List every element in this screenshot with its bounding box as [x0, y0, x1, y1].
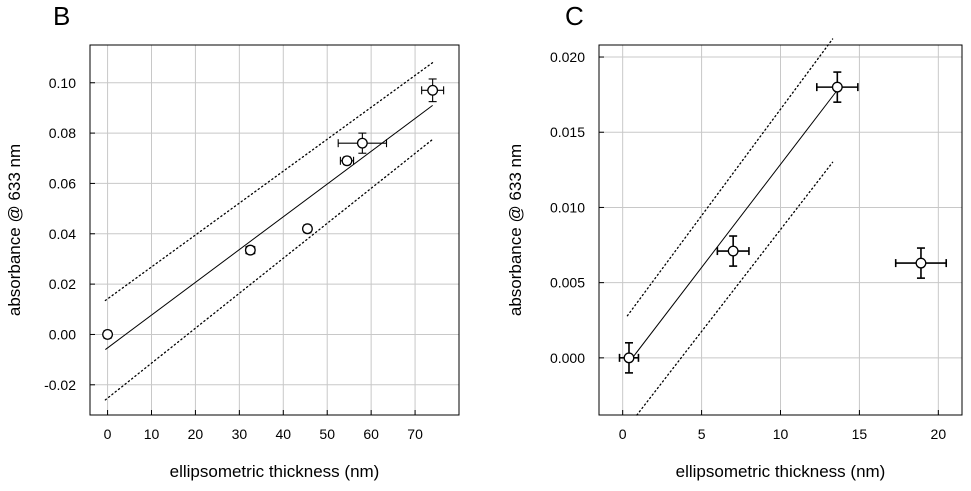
- panel-b-x-tick-label: 50: [319, 426, 335, 442]
- panel-c-ticks: 0 5 10 15 20 0.000 0.005 0.010 0.015 0.020: [550, 49, 946, 442]
- panel-b-data-point: [421, 78, 445, 103]
- panel-b-x-tick-label: 40: [275, 426, 291, 442]
- panel-b-marker: [301, 223, 313, 235]
- panel-c-data-point: [815, 71, 859, 103]
- panel-b-x-tick-label: 10: [144, 426, 160, 442]
- panel-c-series: [618, 38, 948, 416]
- panel-b-marker: [244, 244, 256, 256]
- panel-c-y-tick-label: 0.015: [550, 124, 585, 140]
- panel-b-y-tick-label: 0.08: [49, 125, 76, 141]
- panel-c-y-tick-label: 0.020: [550, 49, 585, 65]
- panel-c-x-tick-label: 0: [619, 426, 627, 442]
- panel-b-label: B: [53, 1, 70, 31]
- panel-b-x-tick-label: 20: [188, 426, 204, 442]
- panel-c-confidence-upper-line: [626, 38, 834, 317]
- panel-c-fit-line: [628, 89, 838, 363]
- panel-b-data-point: [102, 329, 114, 340]
- panel-b-confidence-lower-line: [104, 138, 434, 401]
- panel-c-y-tick-label: 0.010: [550, 199, 585, 215]
- panel-c-confidence-lower-line: [636, 161, 834, 416]
- panel-b-y-axis-label: absorbance @ 633 nm: [5, 144, 24, 316]
- panel-b-y-tick-label: 0.00: [49, 326, 76, 342]
- panel-c-data-point: [894, 247, 948, 279]
- panel-b-series: [102, 61, 445, 401]
- panel-b-data-point: [301, 223, 313, 235]
- panel-b-x-tick-label: 70: [407, 426, 423, 442]
- panel-b-y-tick-label: 0.04: [49, 226, 76, 242]
- panel-c-marker: [915, 257, 927, 269]
- panel-b-marker: [427, 84, 439, 96]
- panel-c-y-axis-label: absorbance @ 633 nm: [506, 144, 525, 316]
- panel-c-data-point: [716, 235, 750, 267]
- panel-c: C 0 5 10 15 20 0.000 0.005 0.010 0.015 0.020 elli…: [506, 1, 963, 481]
- panel-b-y-tick-label: 0.10: [49, 75, 76, 91]
- panel-b-y-tick-label: -0.02: [44, 377, 76, 393]
- panel-b-fit-line: [105, 105, 433, 350]
- panel-b-data-point: [244, 244, 256, 256]
- panel-b-y-tick-label: 0.02: [49, 276, 76, 292]
- panel-b-x-tick-label: 60: [363, 426, 379, 442]
- panel-c-marker: [831, 81, 843, 93]
- panel-c-x-tick-label: 10: [773, 426, 789, 442]
- panel-b-plot-frame: [89, 44, 460, 416]
- panel-b-marker: [102, 329, 114, 340]
- panel-b-confidence-upper-line: [104, 61, 434, 302]
- panel-c-x-axis-label: ellipsometric thickness (nm): [676, 462, 886, 481]
- panel-b-x-tick-label: 0: [104, 426, 112, 442]
- panel-c-x-tick-label: 20: [931, 426, 947, 442]
- panel-b-y-tick-label: 0.06: [49, 175, 76, 191]
- panel-b-marker: [356, 137, 368, 149]
- panel-c-marker: [727, 245, 739, 257]
- panel-b-data-point: [339, 155, 355, 167]
- panel-c-x-tick-label: 15: [852, 426, 868, 442]
- panel-c-marker: [623, 352, 635, 364]
- panel-c-grid: [599, 45, 962, 415]
- panel-c-data-point: [618, 342, 640, 374]
- panel-b-data-point: [337, 132, 388, 154]
- panel-b-grid: [90, 45, 459, 415]
- panel-b: B 0 10 20 30 40 50 60 70 -0.02 0.00 0.02 0.04 0.06 0.…: [5, 1, 460, 481]
- panel-b-marker: [341, 155, 353, 167]
- panel-b-x-tick-label: 30: [232, 426, 248, 442]
- panel-c-label: C: [565, 1, 584, 31]
- panel-b-x-axis-label: ellipsometric thickness (nm): [170, 462, 380, 481]
- panel-c-x-tick-label: 5: [698, 426, 706, 442]
- panel-c-y-tick-label: 0.000: [550, 350, 585, 366]
- panel-c-y-tick-label: 0.005: [550, 275, 585, 291]
- panel-b-ticks: 0 10 20 30 40 50 60 70 -0.02 0.00 0.02 0.04 0.06 0.08…: [44, 75, 423, 442]
